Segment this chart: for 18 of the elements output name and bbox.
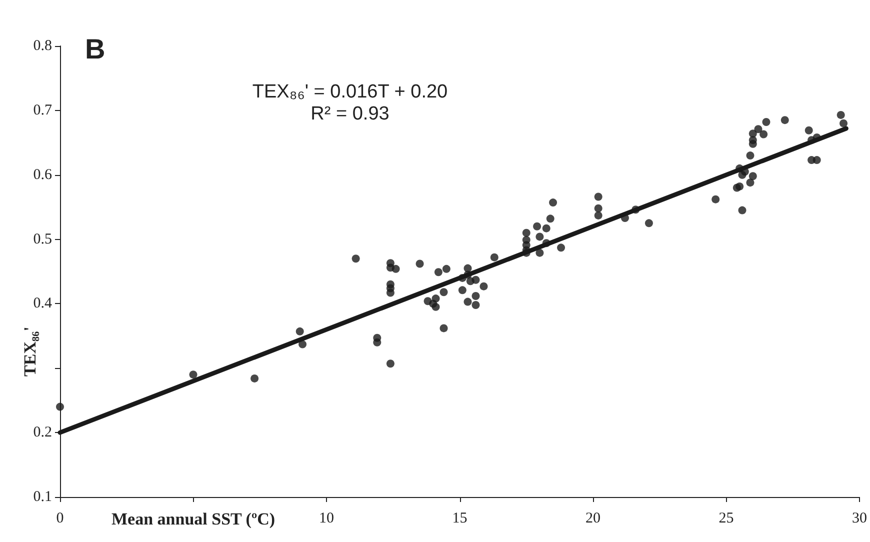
x-tick-label: 0 bbox=[56, 510, 64, 526]
y-tick-label: 0.4 bbox=[33, 296, 52, 312]
y-tick-label: 0.2 bbox=[33, 424, 52, 441]
annotation: TEX₈₆' = 0.016T + 0.20 bbox=[252, 82, 448, 102]
y-tick-label: 0.8 bbox=[33, 38, 52, 54]
x-tick-label: 10 bbox=[319, 510, 334, 526]
x-axis-title: Mean annual SST (ºC) bbox=[111, 510, 276, 528]
y-tick-label: 0.1 bbox=[33, 489, 52, 505]
chart-title: B bbox=[85, 34, 106, 64]
y-tick-label: 0.5 bbox=[33, 231, 52, 248]
x-tick-label: 30 bbox=[852, 510, 867, 526]
y-tick-label: 0.6 bbox=[33, 166, 52, 183]
x-tick-label: 15 bbox=[452, 510, 468, 526]
y-axis-title: TEX₈₆' bbox=[20, 326, 40, 376]
x-tick-label: 25 bbox=[718, 510, 734, 526]
x-tick-label: 20 bbox=[586, 510, 600, 526]
annotation: R² = 0.93 bbox=[310, 104, 390, 124]
y-tick-label: 0.7 bbox=[33, 102, 52, 118]
